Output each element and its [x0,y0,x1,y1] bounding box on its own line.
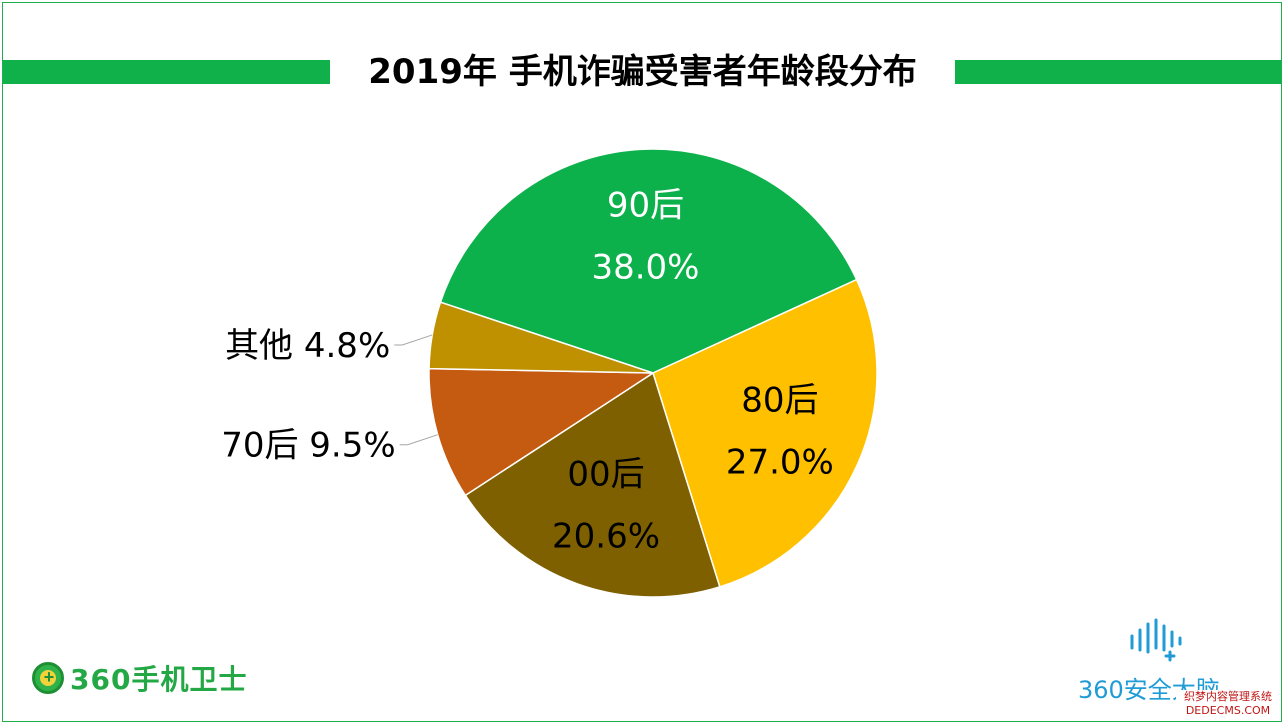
slice-outside-label-4: 其他 4.8% [225,326,390,366]
logo-360-security-brain: 360安全大脑 [1078,618,1248,704]
slice-category-label-2: 00后 [567,455,644,495]
slice-value-label-1: 27.0% [726,443,834,483]
pie-slice-2 [464,371,721,598]
slice-category-label-0: 90后 [607,185,684,225]
title-bar-right [955,60,1281,84]
leader-line-4 [394,334,433,346]
watermark-line1: 织梦内容管理系统 [1184,690,1272,703]
title-bar-left [3,60,330,84]
logo-360-mobile-guard: + 360手机卫士 [32,660,247,696]
watermark-line2: DEDECMS.COM [1185,704,1271,717]
slice-category-label-1: 80后 [741,381,818,421]
pie-slice-1 [652,278,878,588]
logo-left-text: 360手机卫士 [70,663,248,696]
slice-outside-label-3: 70后 9.5% [221,426,395,466]
pie-slice-0 [439,148,858,374]
chart-title: 2019年 手机诈骗受害者年龄段分布 [368,52,917,92]
shield-plus-icon: + [32,662,64,694]
slice-value-label-0: 38.0% [591,247,699,287]
leader-line-3 [399,434,438,446]
soundwave-icon [1130,618,1182,662]
watermark: 织梦内容管理系统 DEDECMS.COM [1176,690,1280,720]
pie-slice-3 [428,367,656,497]
slice-value-label-2: 20.6% [552,517,660,557]
